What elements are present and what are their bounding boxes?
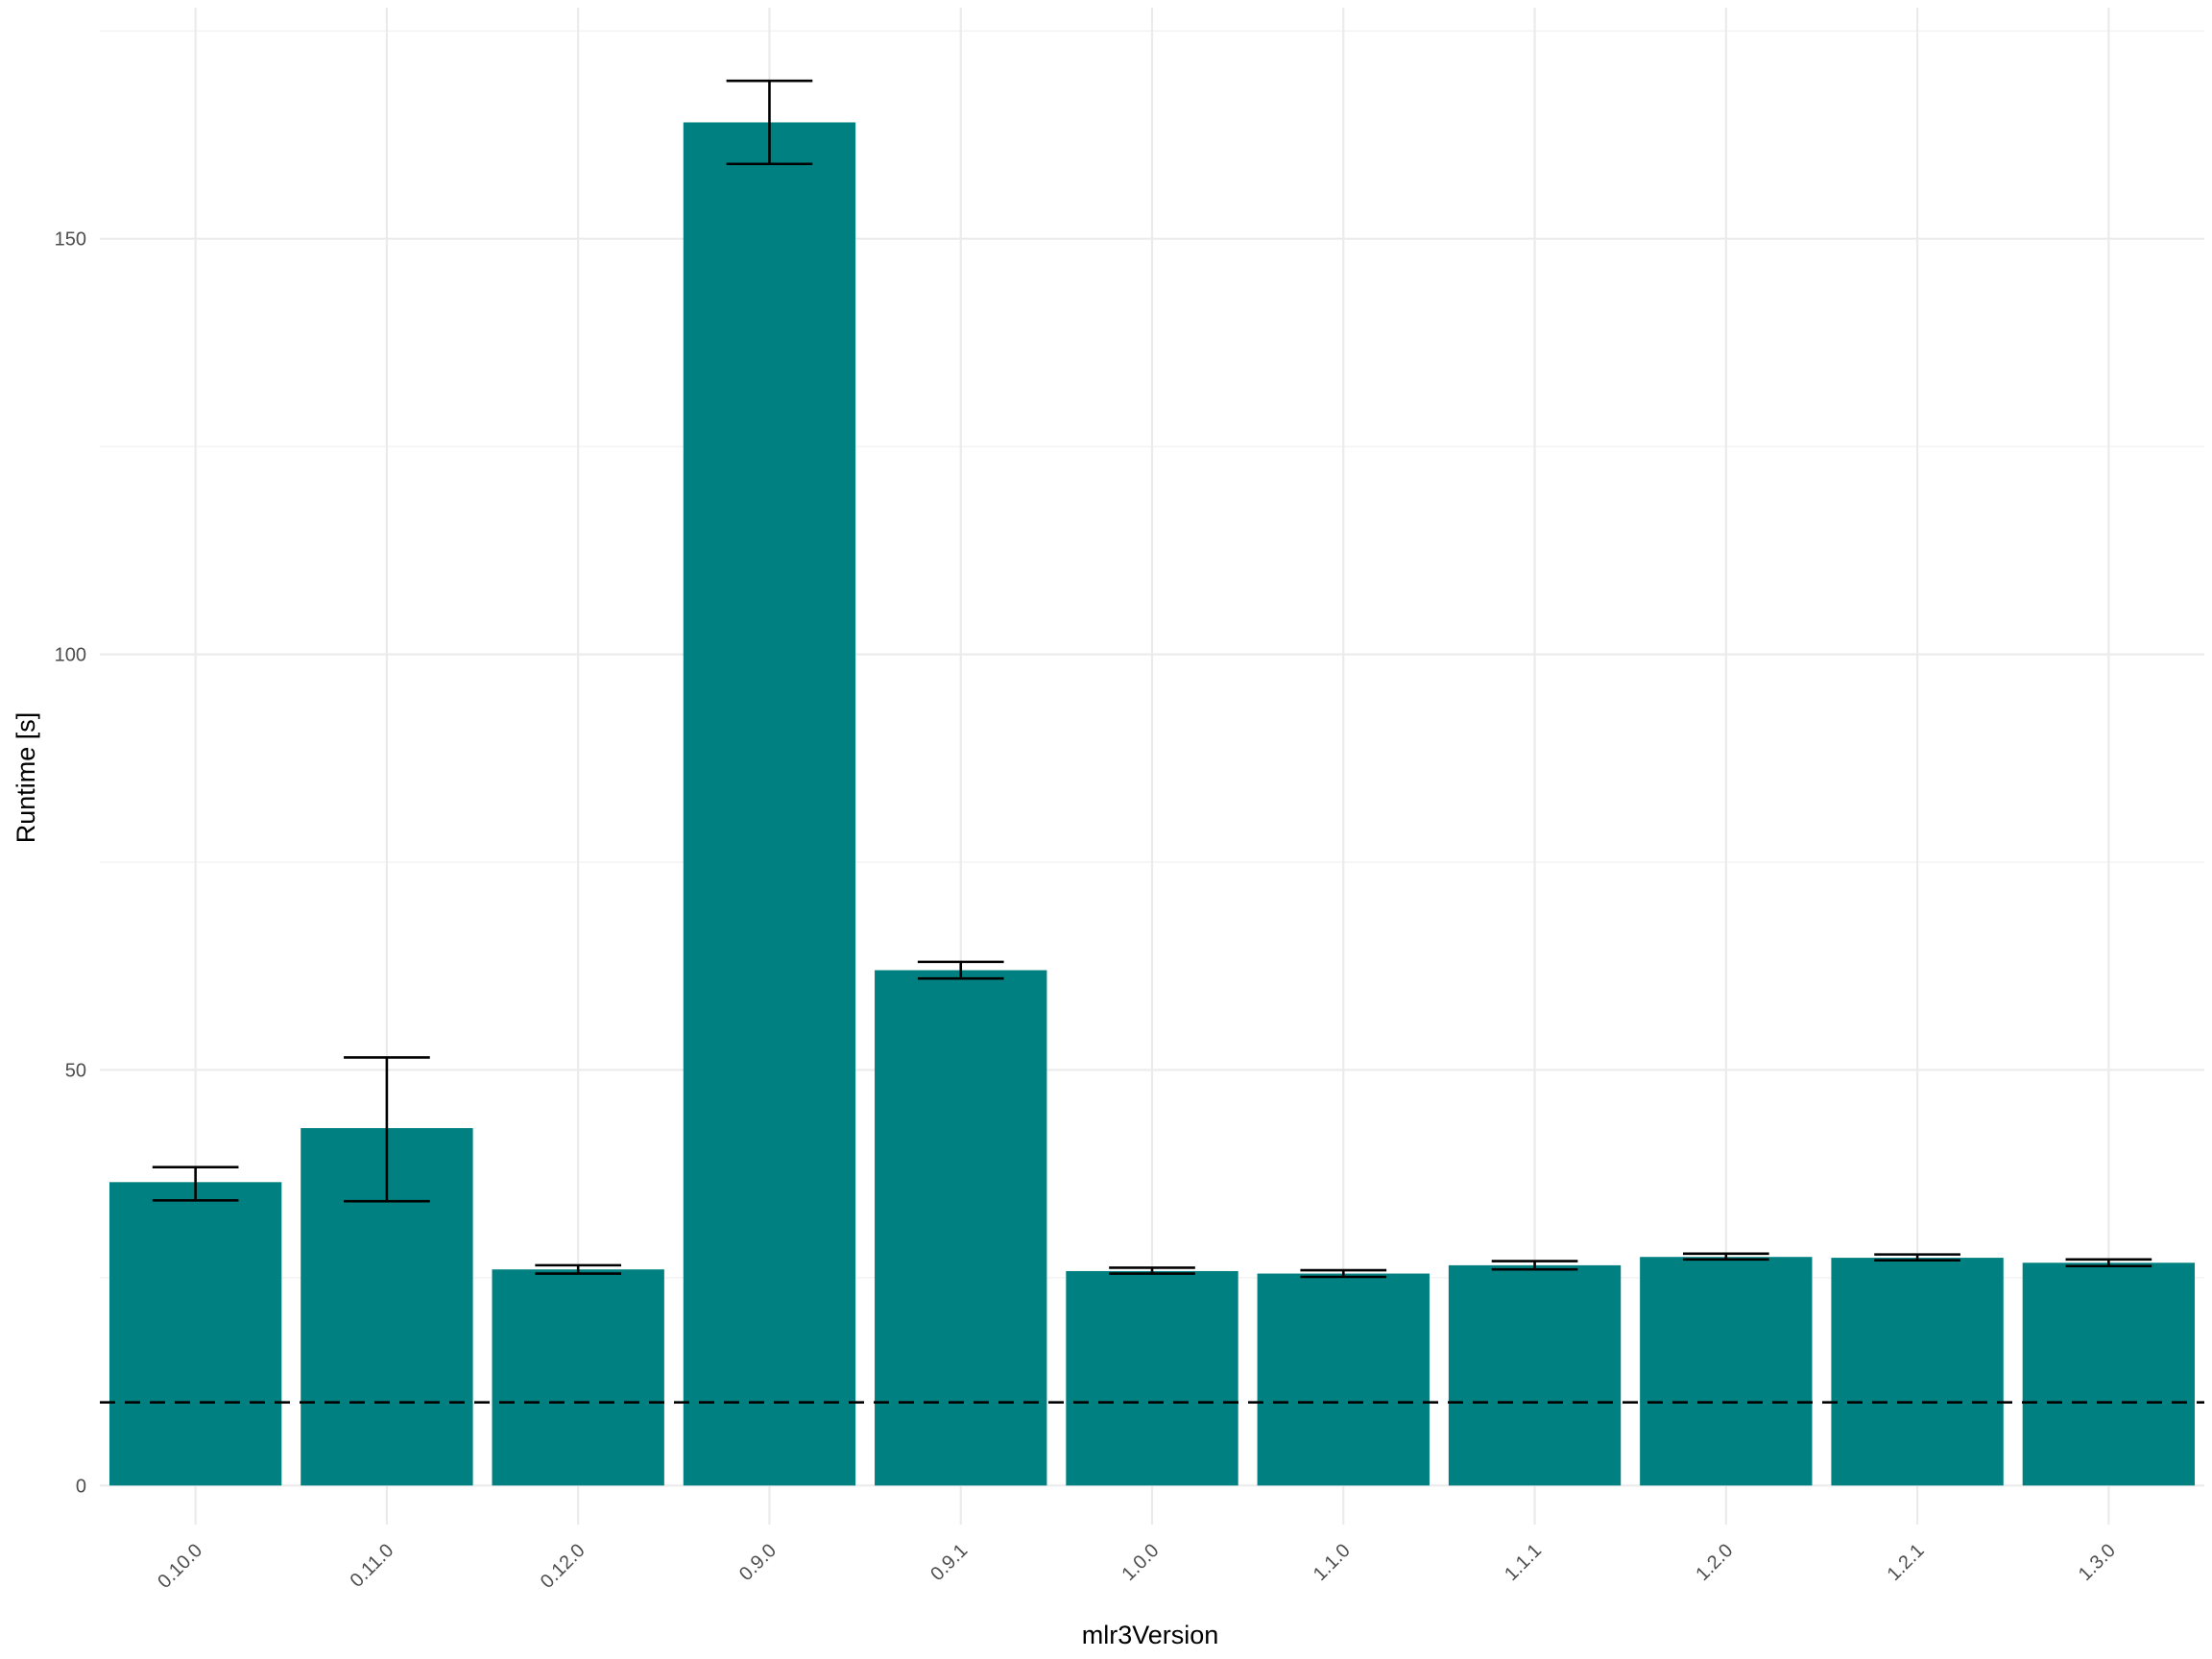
y-tick-labels: 0 50 100 150 (55, 229, 86, 1498)
bar-1.1.1 (1448, 1264, 1622, 1486)
x-tick-label: 1.1.0 (1310, 1540, 1355, 1585)
x-tick-label: 1.0.0 (1118, 1540, 1164, 1585)
errorbar-1.1.0 (1300, 1268, 1387, 1279)
errorbar-1.1.1 (1491, 1260, 1578, 1271)
x-tick-label: 0.10.0 (154, 1540, 206, 1593)
error-bars (152, 79, 2152, 1279)
x-tick-label: 0.11.0 (347, 1540, 398, 1592)
bar-0.10.0 (108, 1182, 282, 1486)
x-tick-label: 0.9.0 (735, 1540, 781, 1585)
errorbar-0.11.0 (344, 1056, 430, 1203)
y-tick-label: 50 (65, 1060, 86, 1081)
x-axis-title: mlr3Version (1082, 1621, 1219, 1649)
bar-1.2.1 (1831, 1258, 2004, 1486)
errorbar-1.2.1 (1874, 1253, 1960, 1262)
x-tick-label: 0.9.1 (926, 1540, 972, 1585)
bar-0.9.1 (875, 970, 1047, 1486)
x-tick-label: 0.12.0 (537, 1540, 589, 1593)
errorbar-1.2.0 (1682, 1252, 1769, 1262)
y-tick-label: 100 (55, 645, 86, 666)
y-tick-label: 150 (55, 229, 86, 251)
bar-0.9.0 (683, 122, 856, 1486)
bar-1.3.0 (2022, 1262, 2196, 1486)
bars (108, 122, 2196, 1486)
errorbar-0.9.1 (917, 960, 1004, 980)
errorbar-0.9.0 (726, 79, 813, 166)
x-tick-label: 1.3.0 (2075, 1540, 2120, 1585)
bar-1.1.0 (1257, 1273, 1430, 1486)
x-tick-label: 1.2.1 (1884, 1540, 1929, 1585)
x-tick-label: 1.1.1 (1501, 1540, 1546, 1585)
x-tick-label: 1.2.0 (1692, 1540, 1737, 1585)
y-axis-title: Runtime [s] (12, 712, 40, 844)
errorbar-0.12.0 (535, 1263, 622, 1275)
errorbar-1.3.0 (2065, 1258, 2152, 1268)
bar-0.12.0 (492, 1269, 664, 1486)
bar-1.0.0 (1066, 1270, 1238, 1486)
y-tick-label: 0 (76, 1476, 86, 1497)
bar-1.2.0 (1640, 1257, 1813, 1486)
x-tick-labels: 0.10.0 0.11.0 0.12.0 0.9.0 0.9.1 1.0.0 1.1.0 1.… (154, 1540, 2120, 1593)
errorbar-0.10.0 (152, 1166, 239, 1202)
errorbar-1.0.0 (1109, 1266, 1195, 1275)
